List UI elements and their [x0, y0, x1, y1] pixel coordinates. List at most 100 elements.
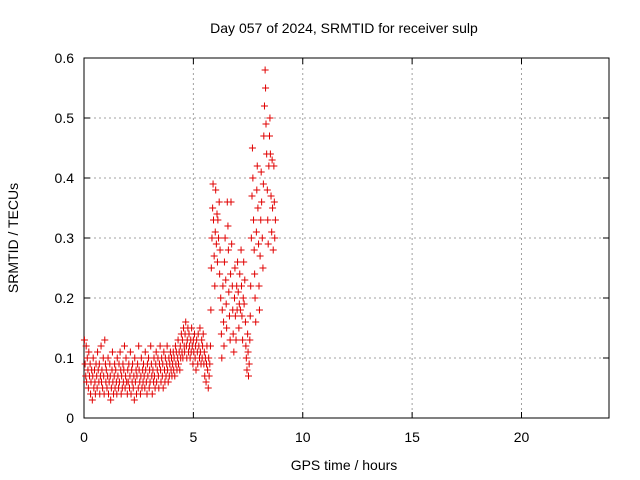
data-point — [130, 396, 138, 404]
data-point — [225, 312, 233, 320]
data-point — [246, 312, 254, 320]
data-point — [80, 336, 88, 344]
data-point — [209, 180, 217, 188]
data-point — [209, 204, 217, 212]
data-point — [231, 312, 239, 320]
data-point — [202, 378, 210, 386]
data-point — [196, 324, 204, 332]
data-point — [188, 324, 196, 332]
data-point — [269, 246, 277, 254]
data-point — [247, 282, 255, 290]
data-point — [137, 354, 145, 362]
data-point — [244, 348, 252, 356]
data-point — [89, 354, 97, 362]
data-points — [80, 66, 279, 404]
x-tick-label: 5 — [189, 429, 197, 445]
data-point — [253, 162, 261, 170]
data-point — [245, 372, 252, 380]
data-point — [227, 198, 235, 206]
data-point — [152, 348, 160, 356]
data-point — [230, 348, 238, 356]
data-point — [205, 372, 213, 380]
data-point — [256, 252, 264, 260]
data-point — [148, 390, 156, 398]
data-point — [97, 342, 105, 350]
data-point — [101, 336, 109, 344]
data-point — [269, 204, 277, 212]
data-point — [211, 228, 219, 236]
data-point — [175, 360, 182, 368]
data-point — [244, 330, 252, 338]
data-point — [94, 348, 102, 356]
data-point — [135, 342, 143, 350]
data-point — [159, 384, 167, 392]
data-point — [236, 270, 244, 278]
data-point — [242, 342, 250, 350]
data-point — [270, 198, 278, 206]
data-point — [141, 348, 149, 356]
data-point — [267, 192, 275, 200]
data-point — [171, 372, 179, 380]
data-point — [248, 144, 256, 152]
data-point — [262, 120, 270, 128]
data-point — [255, 306, 263, 314]
data-point — [239, 294, 247, 302]
data-point — [266, 132, 273, 140]
data-point — [113, 354, 121, 362]
data-point — [262, 84, 270, 92]
data-point — [216, 246, 224, 254]
data-point — [252, 228, 260, 236]
data-point — [260, 102, 268, 110]
data-point — [220, 318, 228, 326]
data-point — [240, 258, 248, 266]
data-point — [164, 378, 172, 386]
y-tick-label: 0.3 — [55, 230, 75, 246]
x-tick-label: 10 — [295, 429, 311, 445]
data-point — [85, 348, 93, 356]
data-point — [120, 342, 128, 350]
data-point — [243, 366, 251, 374]
data-point — [257, 168, 265, 176]
data-point — [122, 354, 130, 362]
data-point — [237, 246, 245, 254]
data-point — [255, 282, 263, 290]
data-point — [145, 384, 153, 392]
data-point — [206, 342, 214, 350]
data-point — [250, 216, 258, 224]
data-point — [108, 348, 116, 356]
data-point — [104, 354, 112, 362]
y-tick-label: 0.1 — [55, 350, 75, 366]
x-tick-label: 15 — [404, 429, 420, 445]
data-point — [253, 186, 261, 194]
data-point — [213, 210, 221, 218]
data-point — [259, 264, 267, 272]
data-point — [231, 264, 239, 272]
data-point — [222, 300, 230, 308]
data-point — [182, 318, 190, 326]
data-point — [212, 186, 220, 194]
data-point — [257, 216, 265, 224]
data-point — [206, 360, 214, 368]
data-point — [239, 336, 247, 344]
data-point — [131, 354, 139, 362]
data-point — [264, 240, 272, 248]
data-point — [261, 66, 269, 74]
y-axis-label: SRMTID / TECUs — [5, 183, 21, 293]
data-point — [220, 342, 228, 350]
y-tick-label: 0.5 — [55, 110, 75, 126]
data-point — [245, 360, 253, 368]
data-point — [241, 318, 249, 326]
data-point — [204, 384, 212, 392]
x-axis-label: GPS time / hours — [291, 457, 398, 473]
data-point — [176, 366, 184, 374]
data-point — [217, 294, 225, 302]
data-point — [246, 336, 254, 344]
data-point — [207, 306, 215, 314]
data-point — [268, 156, 276, 164]
data-point — [223, 324, 231, 332]
data-point — [258, 234, 266, 242]
data-point — [266, 150, 274, 158]
data-point — [229, 330, 237, 338]
data-point — [136, 390, 144, 398]
